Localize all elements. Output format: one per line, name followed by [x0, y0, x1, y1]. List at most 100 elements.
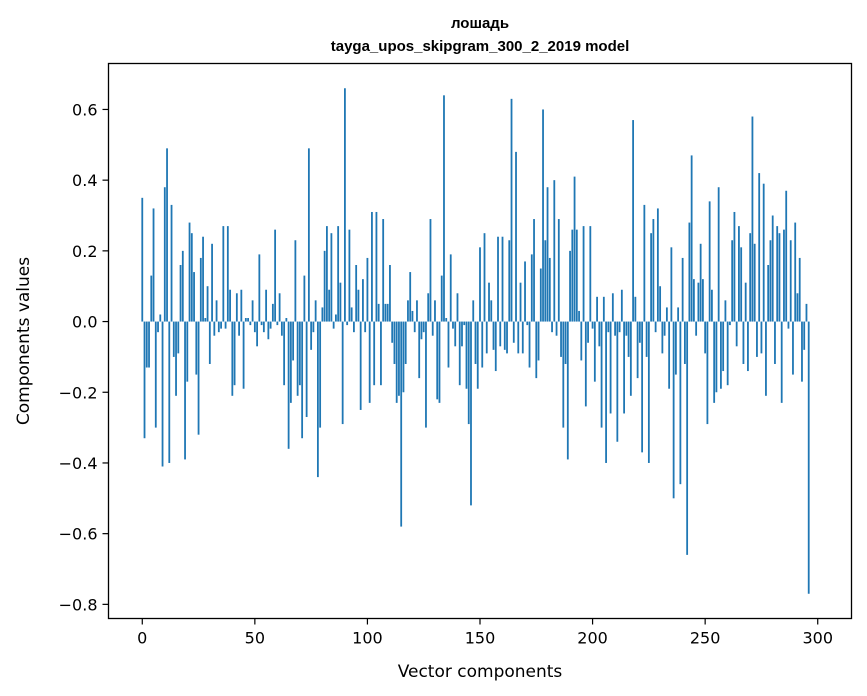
bar	[226, 226, 229, 322]
bar	[422, 321, 425, 333]
bar	[627, 321, 630, 357]
bar	[789, 240, 792, 322]
bar	[611, 293, 614, 322]
y-axis-ticks: −0.8 −0.6 −0.4 −0.2 0.0 0.2 0.4 0.6	[59, 100, 109, 614]
bar	[528, 321, 531, 368]
bar	[566, 321, 569, 460]
bar	[416, 300, 418, 322]
bar	[733, 211, 736, 322]
bar	[762, 183, 765, 322]
bar	[461, 321, 463, 347]
bar	[517, 321, 520, 354]
bar	[647, 321, 650, 463]
bar	[452, 321, 454, 329]
bar	[398, 321, 400, 396]
bar	[729, 321, 731, 326]
bar	[346, 321, 349, 326]
bar	[314, 300, 317, 322]
bar	[485, 321, 488, 354]
bar	[546, 187, 549, 322]
bar	[526, 321, 529, 326]
bar	[474, 321, 477, 364]
bar	[492, 321, 495, 350]
bar	[494, 321, 497, 372]
bar	[436, 321, 439, 400]
bar	[609, 321, 612, 414]
bar	[316, 321, 319, 478]
bar	[265, 289, 268, 322]
bar	[778, 233, 781, 322]
bar	[233, 321, 236, 386]
bar	[427, 293, 430, 322]
bar	[670, 247, 673, 322]
bar	[771, 215, 774, 322]
bar	[231, 321, 234, 396]
y-axis-label: Components values	[14, 257, 34, 425]
bar	[199, 257, 202, 322]
bar	[796, 293, 799, 322]
bar	[222, 226, 225, 322]
bar	[560, 321, 562, 357]
bar	[411, 310, 414, 322]
bar	[636, 321, 639, 379]
bar	[217, 321, 220, 333]
bar	[753, 243, 756, 322]
bar	[598, 321, 601, 347]
bar	[539, 268, 542, 322]
bar	[711, 289, 713, 322]
bar	[674, 321, 677, 375]
bar	[551, 321, 553, 333]
bar	[319, 321, 322, 428]
bar	[326, 226, 328, 322]
bar	[391, 321, 394, 343]
x-tick-label: 0	[137, 629, 147, 648]
bar	[470, 321, 472, 506]
bar	[181, 250, 184, 322]
bar	[593, 321, 596, 382]
bar	[661, 321, 664, 354]
bar	[798, 257, 801, 322]
bar	[749, 233, 752, 322]
bar	[805, 303, 808, 322]
bar	[645, 321, 648, 357]
bar	[618, 321, 621, 333]
bar	[454, 321, 457, 347]
bar	[168, 321, 171, 463]
bar	[357, 289, 360, 322]
bar	[697, 282, 700, 322]
bar	[434, 300, 436, 322]
bar	[145, 321, 148, 368]
bar	[260, 321, 263, 326]
bar	[803, 321, 806, 350]
bar	[166, 148, 168, 322]
bar	[328, 289, 331, 322]
bar	[335, 314, 337, 322]
bar	[699, 243, 702, 322]
bar	[580, 321, 583, 361]
y-tick-label: −0.6	[59, 525, 98, 544]
bar	[747, 321, 749, 372]
bar	[355, 265, 358, 322]
bar	[501, 236, 504, 322]
bar	[756, 321, 758, 357]
bar	[359, 321, 362, 410]
x-tick-label: 150	[465, 629, 496, 648]
bar	[280, 321, 283, 336]
y-tick-label: 0.4	[72, 171, 97, 190]
bar	[508, 240, 511, 322]
x-tick-label: 200	[577, 629, 608, 648]
bar	[154, 321, 157, 428]
bar	[220, 321, 222, 329]
bar	[447, 321, 450, 368]
bar	[375, 211, 378, 322]
x-tick-label: 100	[352, 629, 383, 648]
bar	[438, 321, 441, 403]
bar	[774, 321, 776, 364]
bar	[283, 321, 286, 386]
bar	[152, 208, 155, 322]
bar	[267, 321, 270, 340]
bar	[765, 321, 767, 396]
bar	[490, 300, 493, 322]
bar	[445, 318, 448, 322]
bar	[271, 303, 274, 322]
